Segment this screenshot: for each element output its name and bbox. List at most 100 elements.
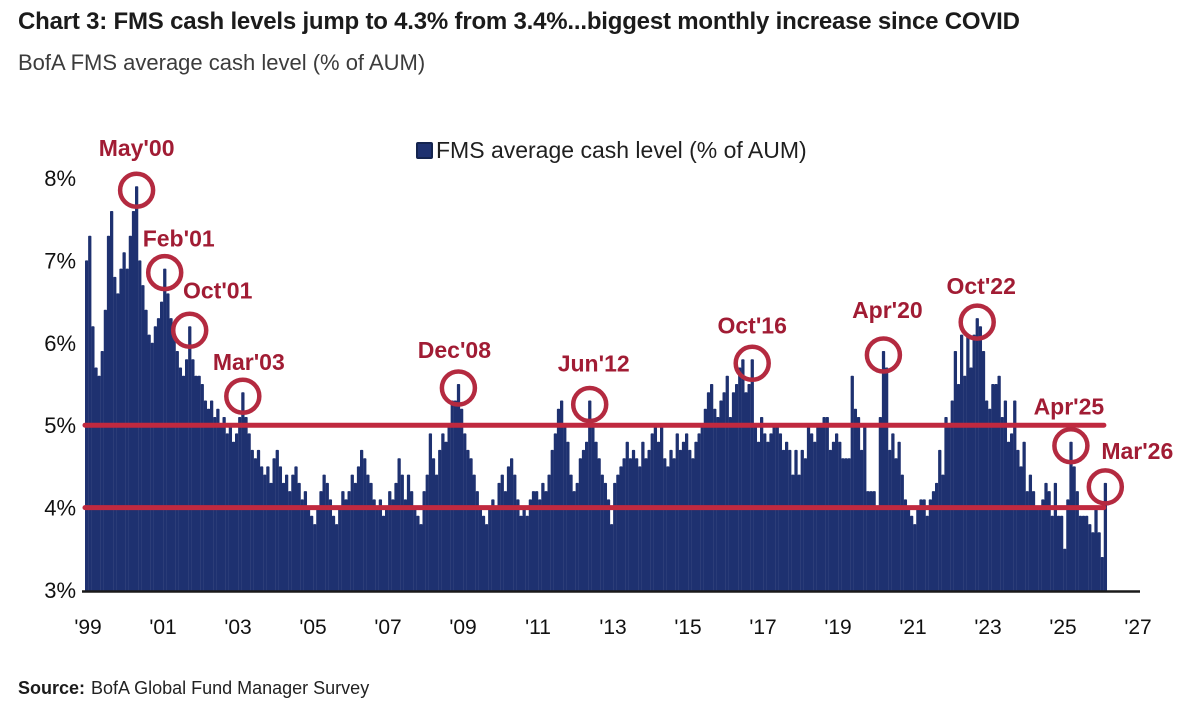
x-tick-label: '21 [899,616,926,639]
bar [488,507,492,591]
bar [1035,507,1039,591]
bar [178,367,183,591]
bar [191,359,195,591]
bar [235,433,239,591]
bar [675,433,679,591]
bar [650,433,654,591]
bar [610,524,614,591]
bar [647,449,651,591]
bar [106,235,111,591]
bar [916,507,920,591]
bar [544,491,548,591]
annotation-circle [117,171,156,209]
bar [328,499,333,591]
bar [866,491,870,591]
y-tick-label: 4% [44,496,76,521]
bar [666,466,670,591]
bar [1019,466,1023,591]
bar [1100,557,1104,591]
bar [691,458,695,591]
bar [560,400,564,591]
bar [310,515,314,591]
bar [891,433,895,591]
bar [141,285,145,591]
bar [166,293,170,591]
bar [325,482,329,591]
annotation-circle [570,385,609,424]
bar [297,482,301,591]
bar [425,474,429,591]
bar [663,458,667,591]
bar [531,491,536,591]
bar [1025,491,1029,591]
bar [972,334,976,591]
bar [678,449,683,591]
bar [231,441,236,591]
bar [950,400,954,591]
y-tick-label: 6% [44,331,76,356]
bar [756,441,761,591]
bar [794,449,798,591]
bar [697,433,701,591]
bar [872,491,876,591]
bar [288,491,292,591]
annotation-label: Dec'08 [418,337,491,363]
bar [528,499,533,591]
annotation-label: Jun'12 [558,351,630,377]
bar [644,458,648,591]
bar [578,458,583,591]
bar [422,491,426,591]
bar [985,400,989,591]
bar [575,482,579,591]
bar [810,433,814,591]
annotation-label: Feb'01 [143,226,215,252]
bar [1060,515,1064,591]
x-tick-label: '01 [149,616,176,639]
bar [147,334,151,591]
bar [703,408,708,591]
bar [841,458,845,591]
bar [741,359,745,591]
bar [225,433,229,591]
bar [175,351,179,591]
bar [853,408,858,591]
bar [360,449,364,591]
bar [828,449,833,591]
bar [935,482,939,591]
bar [938,449,942,591]
bar [791,474,795,591]
bar [322,474,326,591]
bar [88,235,92,591]
bar [247,433,251,591]
bar [381,515,386,591]
x-tick-label: '11 [525,616,551,639]
bar [931,491,936,591]
annotation-label: Mar'26 [1101,438,1173,464]
bar [91,326,95,591]
bar [838,441,842,591]
bar [913,524,917,591]
bar [1072,466,1076,591]
y-tick-label: 8% [44,166,76,191]
bar [372,499,376,591]
bar [672,458,676,591]
x-tick-label: '99 [74,616,101,639]
bar [1094,507,1098,591]
bar [1050,515,1054,591]
bar [500,474,504,591]
bar [928,499,933,591]
bar [1103,482,1108,591]
bar [335,524,339,591]
bar [797,474,801,591]
bar [350,474,354,591]
bar [803,458,808,591]
bar [1053,482,1058,591]
annotation-circle [733,344,771,383]
bar [260,466,264,591]
annotation-label: Oct'16 [717,312,786,338]
bar [725,375,729,591]
bar [110,211,114,591]
bar [116,293,120,591]
bar [800,449,804,591]
bar [453,400,458,591]
